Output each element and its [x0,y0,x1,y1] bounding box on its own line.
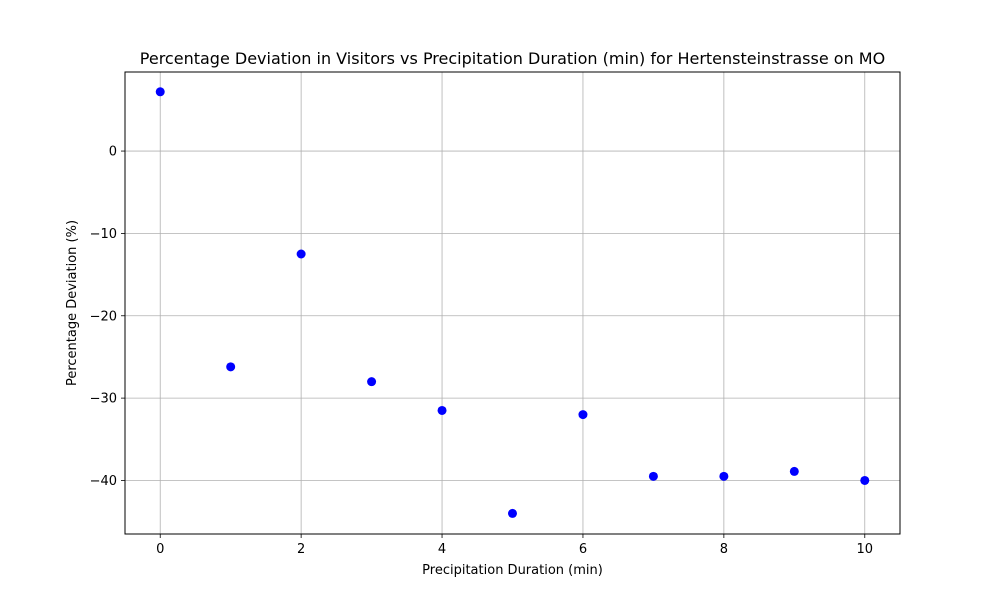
x-tick-label: 2 [297,542,305,557]
y-tick-label: 0 [109,145,117,160]
x-tick-label: 0 [156,542,164,557]
scatter-point [437,405,447,415]
x-tick-label: 6 [579,542,587,557]
x-tick-label: 10 [856,542,873,557]
y-tick-label: −10 [90,227,117,242]
x-tick-label: 4 [438,542,446,557]
scatter-point [719,471,729,481]
scatter-point [226,362,236,372]
data-points [155,87,870,518]
scatter-point [296,249,306,259]
scatter-point [508,508,517,518]
scatter-point [155,87,165,97]
y-tick-label: −20 [90,309,117,324]
x-axis-label: Precipitation Duration (min) [422,563,603,578]
y-axis-label: Percentage Deviation (%) [65,220,80,386]
y-tick-label: −30 [90,392,117,407]
scatter-point [367,377,377,387]
scatter-point [789,466,799,476]
scatter-point [578,410,588,420]
axis-ticks: 0 2 4 6 8 10 0 −10 −20 −30 −40 [90,145,873,557]
plot-area-frame [124,71,901,535]
scatter-point [648,471,658,481]
x-tick-label: 8 [720,542,728,557]
chart-title: Percentage Deviation in Visitors vs Prec… [140,49,885,68]
grid [125,72,900,534]
y-tick-label: −40 [90,474,117,489]
scatter-point [860,475,870,485]
